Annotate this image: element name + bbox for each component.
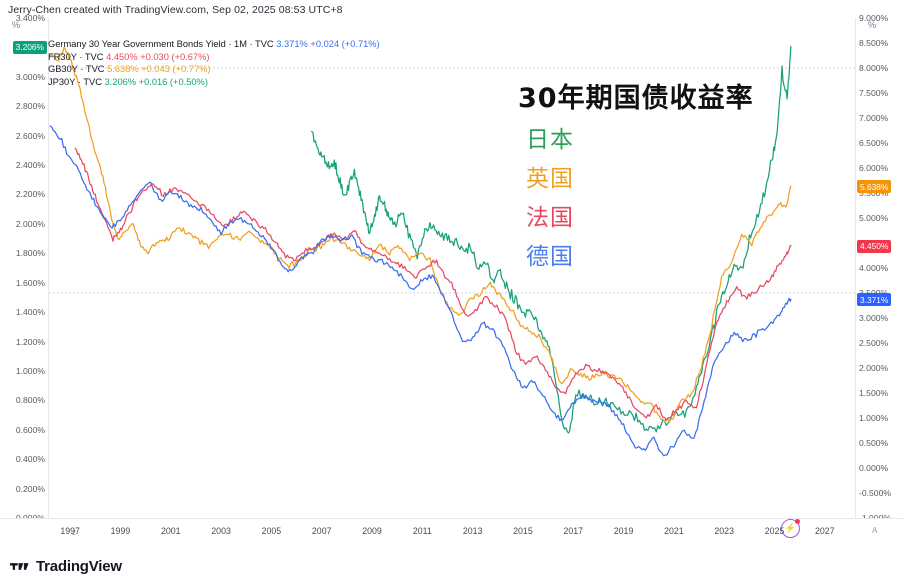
right-axis-tick: 8.000% <box>859 63 889 73</box>
right-axis-tick: 5.000% <box>859 213 889 223</box>
series-canvas <box>45 45 855 457</box>
left-axis-tick: 1.000% <box>15 365 45 376</box>
left-axis-tick: 1.200% <box>15 336 45 347</box>
series-label-germany: 德国 <box>526 244 574 270</box>
time-axis-label: 1999 <box>110 526 131 536</box>
left-axis-tick: 3.400% <box>15 13 45 23</box>
time-axis-label: 2025 <box>764 526 785 536</box>
series-line-日本 <box>311 45 792 434</box>
time-axis-label: 2007 <box>311 526 332 536</box>
left-axis-tick: 2.000% <box>15 218 45 229</box>
bolt-icon[interactable]: ⚡ <box>781 519 800 538</box>
left-price-axis[interactable]: % 3.400%3.200%3.000%2.800%2.600%2.400%2.… <box>0 13 49 523</box>
lock-scale-icon[interactable]: A <box>872 526 878 535</box>
legend-price: 4.450% <box>106 51 138 62</box>
left-axis-tick: 0.800% <box>15 395 45 406</box>
right-axis-tick: 7.500% <box>859 88 889 98</box>
right-axis-tick: 7.000% <box>859 113 889 123</box>
legend-row[interactable]: GB30Y · TVC 5.638% +0.043 (+0.77%) <box>48 63 380 76</box>
time-axis-label: 2013 <box>462 526 483 536</box>
right-axis-tick: 2.000% <box>859 363 889 373</box>
time-axis-label: 2003 <box>211 526 231 536</box>
time-axis-label: 2015 <box>513 526 533 536</box>
legend-symbol: GB30Y · TVC <box>48 64 105 74</box>
zoom-reset-button[interactable]: z <box>72 527 76 537</box>
right-axis-tick: 3.500% <box>859 288 888 298</box>
right-axis-tick: 3.000% <box>859 313 889 323</box>
right-axis-tick: 6.000% <box>859 163 889 173</box>
left-axis-tick: 0.200% <box>15 483 45 494</box>
plot-area[interactable] <box>45 18 855 518</box>
left-price-tag: 3.206% <box>12 40 47 54</box>
series-label-japan: 日本 <box>526 127 574 153</box>
time-axis-label: 2011 <box>412 526 432 536</box>
left-axis-tick: 2.200% <box>15 189 45 200</box>
left-axis-tick: 0.600% <box>15 424 45 435</box>
legend-price: 5.638% <box>107 64 139 74</box>
right-axis-tick: 2.500% <box>859 338 889 348</box>
legend-change: +0.043 (+0.77%) <box>141 64 211 74</box>
footer: TradingView <box>0 552 903 588</box>
right-price-tag: 4.450% <box>857 239 892 253</box>
time-axis-label: 2021 <box>664 526 684 536</box>
time-axis-label: 2005 <box>261 526 282 536</box>
legend-change: +0.016 (+0.50%) <box>138 76 208 87</box>
series-line-德国 <box>49 125 792 457</box>
series-label-uk: 英国 <box>526 166 574 192</box>
legend-row[interactable]: FR30Y · TVC 4.450% +0.030 (+0.67%) <box>48 51 380 64</box>
legend-symbol: JP30Y · TVC <box>48 76 102 87</box>
right-axis-unit: % <box>868 20 877 30</box>
left-axis-tick: 0.400% <box>15 454 45 465</box>
left-axis-tick: 2.600% <box>15 130 45 141</box>
right-axis-tick: 9.000% <box>859 13 889 23</box>
time-axis-label: 2019 <box>613 526 634 536</box>
tradingview-mark-icon <box>10 563 29 570</box>
left-axis-tick: 1.600% <box>15 277 45 288</box>
right-price-axis[interactable]: % 9.000% 8.500% 8.000% 7.500% 7.000% 6.500% 6.… <box>855 13 903 523</box>
time-axis-label: 2023 <box>714 526 734 536</box>
legend-row[interactable]: JP30Y · TVC 3.206% +0.016 (+0.50%) <box>48 76 380 89</box>
left-axis-tick: 2.800% <box>15 101 45 112</box>
left-axis-tick: 1.400% <box>15 307 45 318</box>
series-line-法国 <box>74 147 792 422</box>
right-axis-tick: -0.500% <box>859 488 892 498</box>
time-axis-label: 2027 <box>815 526 835 536</box>
chart-title: 30年期国债收益率 <box>518 83 754 114</box>
right-axis-tick: 4.000% <box>859 263 889 273</box>
right-axis-tick: 6.500% <box>859 138 889 148</box>
legend-symbol: FR30Y · TVC <box>48 51 104 62</box>
time-axis[interactable]: z 1997 1999 2001 2003 2005 2007 2009 2011 2013 20… <box>0 518 903 545</box>
left-axis-tick: 3.000% <box>15 71 45 82</box>
legend-symbol: Germany 30 Year Government Bonds Yield ·… <box>48 39 274 49</box>
right-axis-tick: 1.000% <box>859 413 889 423</box>
tradingview-logo[interactable]: TradingView <box>10 558 122 575</box>
right-axis-tick: 0.500% <box>859 438 889 448</box>
right-axis-tick: 8.500% <box>859 38 889 48</box>
right-axis-tick: 1.500% <box>859 388 889 398</box>
left-axis-unit: % <box>12 20 21 30</box>
right-price-tag: 5.638% <box>857 180 892 194</box>
bolt-glyph: ⚡ <box>784 523 797 533</box>
right-axis-tick: 0.000% <box>859 463 889 473</box>
chart-legend: Germany 30 Year Government Bonds Yield ·… <box>48 38 380 88</box>
watermark-text: Jerry-Chen created with TradingView.com,… <box>8 4 343 16</box>
legend-change: +0.024 (+0.71%) <box>310 39 380 49</box>
legend-price: 3.371% <box>276 39 308 49</box>
legend-change: +0.030 (+0.67%) <box>140 51 210 62</box>
left-axis-tick: 1.800% <box>15 248 45 259</box>
right-price-tag: 3.371% <box>857 293 892 307</box>
series-label-france: 法国 <box>526 205 574 231</box>
legend-price: 3.206% <box>104 76 137 87</box>
tradingview-wordmark: TradingView <box>36 558 122 575</box>
time-axis-label: 1997 <box>60 526 80 536</box>
legend-row[interactable]: Germany 30 Year Government Bonds Yield ·… <box>48 38 380 51</box>
time-axis-label: 2001 <box>160 526 181 536</box>
series-line-英国 <box>49 47 792 423</box>
time-axis-label: 2017 <box>563 526 584 536</box>
notification-dot <box>795 519 800 524</box>
chart-frame: Germany 30 Year Government Bonds Yield ·… <box>0 13 903 523</box>
left-axis-tick: 2.400% <box>15 160 45 171</box>
time-axis-label: 2009 <box>362 526 382 536</box>
